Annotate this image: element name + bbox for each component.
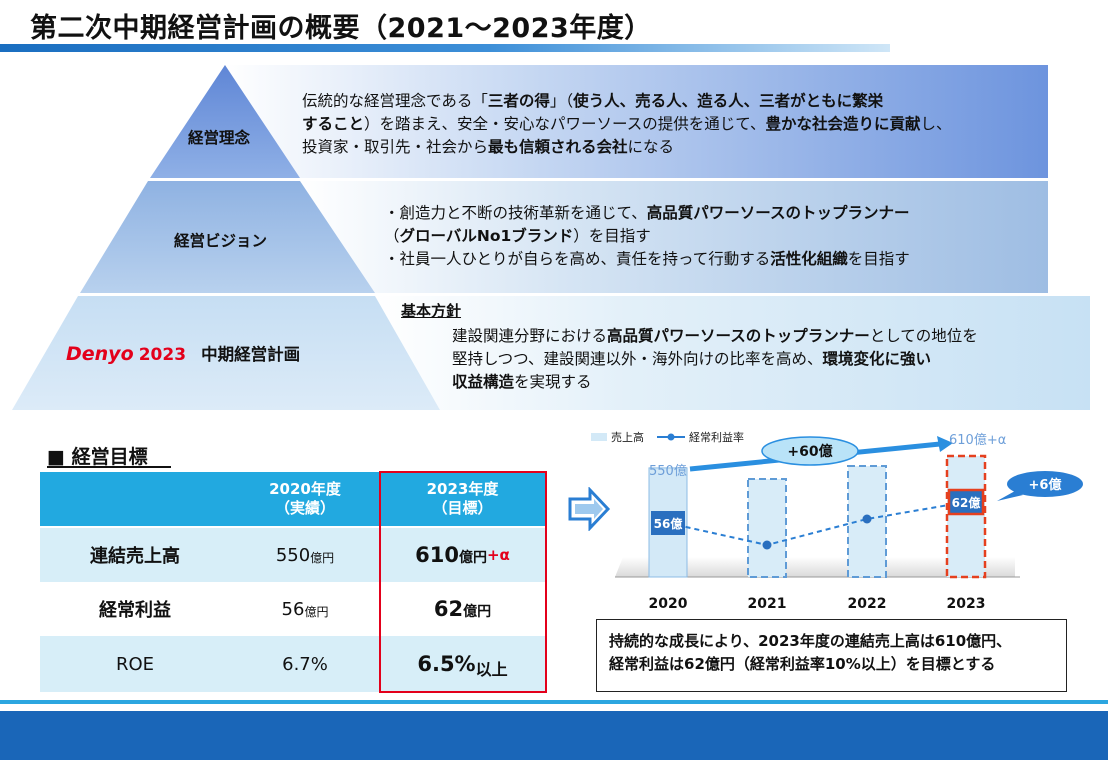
tier1-text-line: すること）を踏まえ、安全・安心なパワーソースの提供を通じて、豊かな社会造りに貢献… [302, 115, 952, 133]
tier2-text-line: ・社員一人ひとりが自らを高め、責任を持って行動する活性化組織を目指す [384, 250, 910, 268]
tier3-label: 中期経営計画 [201, 345, 301, 364]
objectives-title: ■ 経営目標 [47, 446, 148, 468]
tier3-text-line: 収益構造を実現する [452, 373, 592, 391]
profit-point-box-2020 [651, 511, 685, 535]
objectives-title-underline [47, 466, 171, 468]
callout-profit: +6億 [1029, 477, 1062, 493]
legend-ratio: 経常利益率 [689, 430, 744, 444]
x-tick-2022: 2022 [848, 596, 887, 612]
pyramid-diagram [12, 65, 1090, 410]
denyo-logo: Denyo [66, 343, 134, 365]
sales-2020: 550 億円 [275, 544, 335, 566]
tier1-text-line: 伝統的な経営理念である「三者の得」（使う人、売る人、造る人、三者がともに繁栄 [302, 92, 884, 110]
tier2-text-line: ・創造力と不断の技術革新を通じて、高品質パワーソースのトップランナー [384, 204, 910, 222]
plus-alpha: +α [486, 546, 510, 564]
bar-2021 [747, 478, 787, 578]
tier3-text: 建設関連分野における高品質パワーソースのトップランナーとしての地位を 堅持しつつ、… [452, 325, 978, 394]
sales-2023: 610 億円 +α [415, 543, 510, 567]
callout-sales: +60億 [787, 443, 832, 460]
summary-note: 持続的な成長により、2023年度の連結売上高は610億円、 経常利益は62億円（… [596, 619, 1067, 692]
profit-point-label-2020: 56億 [654, 516, 683, 531]
bar-label-2020: 550億 [649, 463, 687, 479]
table-row: 連結売上高 550 億円 610 億円 +α [40, 528, 545, 582]
roe-2020: 6.7% [282, 653, 328, 675]
row-label-ordinary-profit: 経常利益 [99, 600, 171, 621]
x-tick-2021: 2021 [748, 596, 787, 612]
pyramid-tier3 [12, 296, 440, 410]
denyo-year: 2023 [138, 345, 187, 365]
trend-points: 56億 62億 [651, 488, 985, 550]
tier3-text-line: 建設関連分野における高品質パワーソースのトップランナーとしての地位を [452, 327, 978, 345]
x-tick-2023: 2023 [947, 596, 986, 612]
profit-point-2022 [862, 514, 872, 524]
legend-ratio-marker [667, 433, 675, 441]
tier2-text: ・創造力と不断の技術革新を通じて、高品質パワーソースのトップランナー （グローバル… [384, 202, 910, 271]
tier3-band [375, 296, 1090, 410]
callout-profit-pointer [997, 491, 1023, 501]
tier1-text: 伝統的な経営理念である「三者の得」（使う人、売る人、造る人、三者がともに繁栄する… [302, 90, 952, 159]
legend-sales: 売上高 [611, 430, 644, 444]
tier1-text-line: 投資家・取引先・社会から最も信頼される会社になる [302, 138, 675, 156]
footer-line [0, 700, 1108, 704]
legend-sales-swatch [591, 433, 607, 441]
table-row: ROE 6.7% 6.5% 以上 [40, 636, 545, 692]
profit-2023: 62 億円 [433, 597, 492, 621]
callout-sales-bubble [761, 436, 859, 466]
target-highlight-box [379, 471, 547, 693]
header-2023: 2023年度 （目標） [426, 480, 499, 517]
tier2-band [300, 181, 1048, 293]
tier1-band [225, 65, 1048, 178]
x-tick-labels: 2020 2021 2022 2023 [649, 596, 986, 612]
table-row: 経常利益 56 億円 62 億円 [40, 582, 545, 636]
sales-profit-chart: 売上高 経常利益率 2020 2021 2022 2023 56億 62億 +60億 +… [591, 430, 1083, 612]
chart-floor [615, 557, 1015, 577]
right-arrow-icon [568, 487, 611, 531]
profit-trend-line [667, 501, 967, 547]
bar-2023 [945, 454, 987, 579]
pyramid-tier2 [80, 181, 375, 293]
bar-label-2023: 610億+α [949, 432, 1006, 448]
roe-2023: 6.5% 以上 [417, 652, 508, 679]
title-underline-bar [0, 44, 890, 52]
tier2-label: 経営ビジョン [174, 232, 268, 250]
profit-point-2021 [762, 540, 772, 550]
row-label-sales: 連結売上高 [90, 546, 180, 567]
x-tick-2020: 2020 [649, 596, 688, 612]
pyramid-tier1 [150, 65, 300, 178]
callout-profit-bubble [1007, 471, 1083, 497]
tier3-text-line: 堅持しつつ、建設関連以外・海外向けの比率を高め、環境変化に強い [452, 350, 931, 368]
footer-bar [0, 711, 1108, 760]
page-title: 第二次中期経営計画の概要（2021～2023年度） [30, 13, 652, 44]
profit-point-label-2023: 62億 [952, 495, 981, 510]
tier2-text-line: （グローバルNo1ブランド）を目指す [384, 227, 651, 245]
tier3-label-group: Denyo 2023 中期経営計画 [66, 341, 300, 365]
basic-policy-heading: 基本方針 [401, 302, 462, 320]
sales-growth-arrowhead [937, 436, 953, 452]
row-label-roe: ROE [115, 653, 155, 675]
profit-point-box-2023 [947, 488, 985, 516]
tier1-label: 経営理念 [188, 129, 251, 147]
table-header-row: 2020年度 （実績） 2023年度 （目標） [40, 472, 545, 526]
profit-2020: 56 億円 [281, 598, 329, 620]
header-2020: 2020年度 （実績） [269, 480, 341, 517]
